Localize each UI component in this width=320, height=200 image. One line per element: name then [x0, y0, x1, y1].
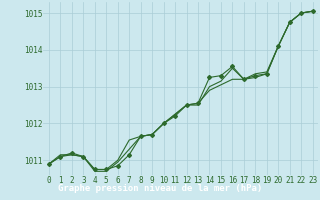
Text: Graphe pression niveau de la mer (hPa): Graphe pression niveau de la mer (hPa) [58, 184, 262, 193]
